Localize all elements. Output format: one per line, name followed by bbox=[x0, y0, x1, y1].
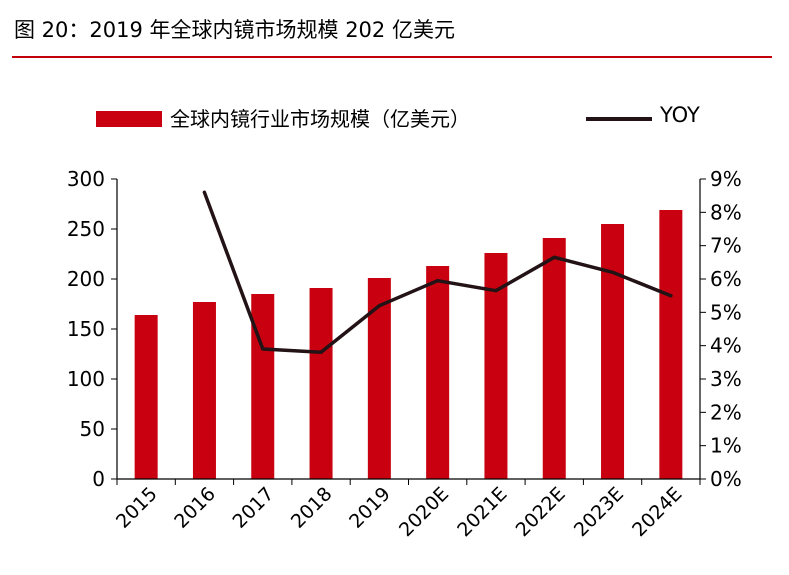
yoy-point bbox=[669, 294, 673, 298]
right-tick-label: 8% bbox=[710, 200, 742, 224]
right-tick-label: 0% bbox=[710, 467, 742, 491]
x-tick-label: 2017 bbox=[229, 483, 279, 533]
axes-group bbox=[111, 178, 706, 485]
yoy-point bbox=[377, 304, 381, 308]
x-tick-label: 2021E bbox=[453, 483, 511, 541]
x-tick-label: 2020E bbox=[395, 483, 453, 541]
legend-bar-swatch bbox=[96, 111, 162, 127]
bar bbox=[542, 238, 566, 479]
x-tick-label: 2019 bbox=[345, 483, 395, 533]
right-tick-label: 4% bbox=[710, 334, 742, 358]
yoy-point bbox=[436, 279, 440, 283]
page-title: 图 20：2019 年全球内镜市场规模 202 亿美元 bbox=[14, 18, 455, 42]
bar bbox=[426, 266, 450, 479]
yoy-point bbox=[261, 347, 265, 351]
left-tick-label: 250 bbox=[67, 217, 105, 241]
left-tick-label: 300 bbox=[67, 167, 105, 191]
title-rule bbox=[12, 56, 772, 58]
bar bbox=[192, 302, 216, 479]
tick-labels-group: 0 50 100 150 200 250 300 0% 1% 2% 3% 4% 5% 6% 7% 8% 9% 20… bbox=[67, 167, 742, 541]
right-tick-label: 7% bbox=[710, 234, 742, 258]
yoy-point bbox=[202, 190, 206, 194]
bar bbox=[251, 294, 275, 479]
right-tick-label: 6% bbox=[710, 267, 742, 291]
yoy-point bbox=[494, 289, 498, 293]
left-tick-label: 100 bbox=[67, 367, 105, 391]
bar bbox=[134, 315, 158, 479]
bars-group bbox=[134, 210, 683, 479]
bar bbox=[484, 253, 508, 479]
right-tick-label: 2% bbox=[710, 400, 742, 424]
x-tick-label: 2024E bbox=[628, 483, 686, 541]
right-tick-label: 1% bbox=[710, 434, 742, 458]
left-tick-label: 200 bbox=[67, 267, 105, 291]
left-tick-label: 50 bbox=[80, 417, 105, 441]
line-group bbox=[202, 190, 673, 355]
bar bbox=[367, 278, 391, 479]
bar bbox=[309, 288, 333, 479]
right-tick-label: 3% bbox=[710, 367, 742, 391]
right-tick-label: 9% bbox=[710, 167, 742, 191]
x-tick-label: 2016 bbox=[170, 483, 220, 533]
yoy-point bbox=[611, 270, 615, 274]
x-tick-label: 2018 bbox=[287, 483, 337, 533]
legend-line-label: YOY bbox=[660, 103, 700, 127]
x-tick-label: 2023E bbox=[570, 483, 628, 541]
yoy-point bbox=[552, 255, 556, 259]
legend-bar-label: 全球内镜行业市场规模（亿美元） bbox=[170, 107, 470, 131]
x-tick-label: 2022E bbox=[512, 483, 570, 541]
legend-line-swatch bbox=[586, 117, 652, 121]
left-tick-label: 0 bbox=[92, 467, 105, 491]
bar bbox=[601, 224, 625, 479]
right-tick-label: 5% bbox=[710, 300, 742, 324]
yoy-point bbox=[319, 350, 323, 354]
left-tick-label: 150 bbox=[67, 317, 105, 341]
bar bbox=[659, 210, 683, 479]
x-tick-label: 2015 bbox=[112, 483, 162, 533]
